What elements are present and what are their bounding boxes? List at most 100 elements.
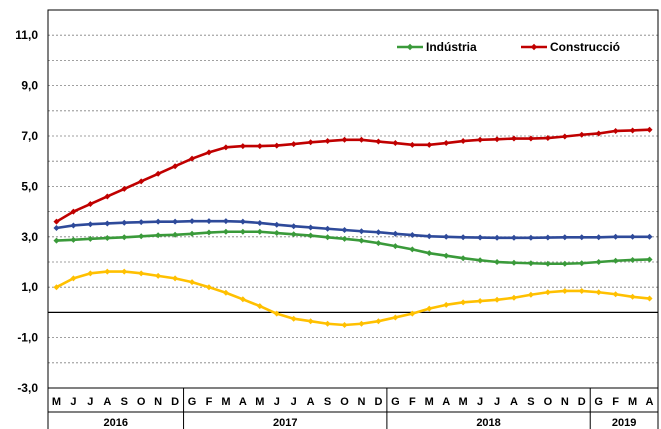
data-point (138, 270, 145, 277)
data-point (205, 284, 212, 291)
data-point (53, 284, 60, 291)
data-point (375, 318, 382, 325)
data-point (290, 223, 297, 230)
data-point (307, 139, 314, 146)
data-point (205, 229, 212, 236)
y-axis: -3,0 -1,0 1,0 3,0 5,0 7,0 9,0 11,0 (15, 28, 38, 395)
data-point (155, 272, 162, 279)
x-month-label: G (391, 396, 400, 408)
x-month-label: S (121, 396, 128, 408)
data-point (392, 230, 399, 237)
data-point (561, 260, 568, 267)
data-point (561, 287, 568, 294)
data-point (155, 218, 162, 225)
x-month-label: N (357, 396, 365, 408)
legend: Indústria Construcció (397, 40, 620, 54)
x-month-label: M (255, 396, 264, 408)
data-point (510, 234, 517, 241)
data-point (409, 232, 416, 239)
data-point (256, 143, 263, 150)
x-month-label: N (154, 396, 162, 408)
data-point (87, 221, 94, 228)
data-point (104, 235, 111, 242)
data-point (409, 141, 416, 148)
data-point (121, 185, 128, 192)
plot-frame (47, 9, 659, 389)
data-point (561, 133, 568, 140)
data-point (510, 135, 517, 142)
data-point (222, 289, 229, 296)
data-point (104, 220, 111, 227)
x-month-label: S (324, 396, 331, 408)
data-point (375, 240, 382, 247)
data-point (443, 252, 450, 259)
data-point (273, 230, 280, 237)
x-month-label: D (578, 396, 586, 408)
data-point (222, 228, 229, 235)
data-point (189, 155, 196, 162)
data-point (477, 234, 484, 241)
legend-marker (530, 43, 538, 51)
data-point (578, 287, 585, 294)
x-month-label: G (188, 396, 197, 408)
data-point (138, 219, 145, 226)
data-point (239, 296, 246, 303)
data-point (527, 234, 534, 241)
data-point (53, 224, 60, 231)
data-point (239, 228, 246, 235)
series-line (55, 270, 650, 327)
x-month-label: M (628, 396, 637, 408)
data-point (460, 299, 467, 306)
data-point (70, 236, 77, 243)
data-point (205, 218, 212, 225)
x-month-label: N (561, 396, 569, 408)
data-point (494, 296, 501, 303)
data-point (239, 218, 246, 225)
data-point (70, 275, 77, 282)
x-axis: M J J A S O N D G F M A M J J A S O N D G F M A M J J A S O N D G F M A2016… (47, 388, 659, 429)
data-point (222, 218, 229, 225)
data-point (578, 131, 585, 138)
x-year-label: 2019 (612, 417, 636, 429)
x-month-label: J (274, 396, 280, 408)
data-point (646, 233, 653, 240)
data-point (138, 178, 145, 185)
x-month-label: D (171, 396, 179, 408)
data-point (527, 291, 534, 298)
data-point (544, 260, 551, 267)
y-tick-label: 1,0 (21, 280, 38, 294)
data-point (646, 126, 653, 133)
data-point (426, 305, 433, 312)
x-year-label: 2017 (273, 417, 297, 429)
data-point (155, 170, 162, 177)
y-tick-label: 5,0 (21, 179, 38, 193)
y-tick-label: 9,0 (21, 79, 38, 93)
data-point (87, 201, 94, 208)
data-point (544, 234, 551, 241)
data-point (155, 232, 162, 239)
data-point (612, 291, 619, 298)
x-month-label: A (103, 396, 111, 408)
data-point (646, 295, 653, 302)
data-point (256, 219, 263, 226)
data-point (527, 135, 534, 142)
x-month-label: O (137, 396, 146, 408)
legend-label: Construcció (550, 40, 620, 54)
x-month-label: A (307, 396, 315, 408)
data-point (307, 318, 314, 325)
data-point (256, 303, 263, 310)
data-point (527, 260, 534, 267)
data-point (341, 136, 348, 143)
data-point (477, 136, 484, 143)
data-point (104, 268, 111, 275)
x-year-label: 2018 (476, 417, 500, 429)
x-month-label: A (442, 396, 450, 408)
data-point (273, 221, 280, 228)
data-point (324, 320, 331, 327)
x-month-label: O (340, 396, 349, 408)
data-point (290, 315, 297, 322)
x-month-label: A (510, 396, 518, 408)
data-point (578, 260, 585, 267)
data-point (460, 234, 467, 241)
data-point (341, 226, 348, 233)
